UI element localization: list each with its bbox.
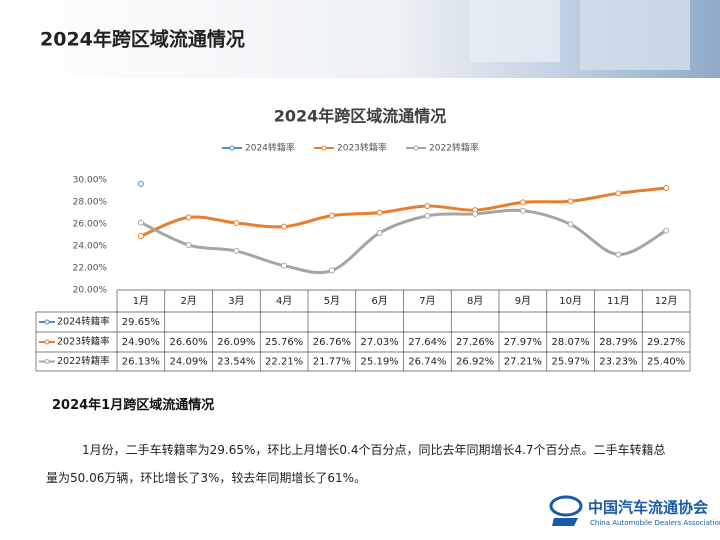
header-cube	[470, 0, 560, 62]
table-value: 24.09%	[170, 357, 208, 368]
legend-label: 2023转籍率	[337, 142, 387, 154]
point-marker	[233, 220, 240, 227]
point-marker	[424, 202, 431, 209]
x-tick-label: 5月	[324, 295, 340, 307]
x-tick-label: 9月	[515, 295, 531, 307]
point-marker	[519, 199, 526, 206]
table-value: 26.09%	[217, 337, 255, 348]
table-value: 26.60%	[170, 337, 208, 348]
x-tick-label: 1月	[133, 295, 149, 307]
table-value: 21.77%	[313, 357, 351, 368]
header-cube	[580, 0, 690, 70]
y-tick-label: 20.00%	[73, 286, 108, 296]
logo-subtitle: China Automobile Dealers Association	[590, 519, 720, 527]
point-marker	[185, 242, 192, 249]
y-tick-label: 24.00%	[73, 242, 108, 252]
table-value: 27.03%	[361, 337, 399, 348]
y-tick-label: 26.00%	[73, 220, 108, 230]
legend-label: 2024转籍率	[245, 142, 295, 154]
x-tick-label: 3月	[228, 295, 244, 307]
point-marker	[663, 185, 670, 192]
x-tick-label: 10月	[559, 295, 582, 307]
point-marker	[328, 267, 335, 274]
x-tick-label: 12月	[655, 295, 678, 307]
paragraph: 1月份，二手车转籍率为29.65%，环比上月增长0.4个百分点，同比去年同期增长…	[46, 443, 666, 485]
point-marker	[281, 262, 288, 269]
table-row-label: 2022转籍率	[57, 355, 110, 367]
legend-marker	[413, 145, 419, 151]
logo-icon	[549, 495, 583, 526]
point-marker	[137, 180, 144, 187]
table-value: 25.76%	[265, 337, 303, 348]
point-marker	[233, 248, 240, 255]
y-tick-label: 30.00%	[73, 176, 108, 186]
logo-name: 中国汽车流通协会	[588, 499, 708, 517]
table-value: 27.21%	[504, 357, 542, 368]
point-marker	[185, 214, 192, 221]
table-row-label: 2023转籍率	[57, 336, 110, 348]
table-value: 26.92%	[456, 357, 494, 368]
table-value: 25.19%	[361, 357, 399, 368]
point-marker	[472, 210, 479, 217]
table-legend-marker	[44, 339, 50, 345]
point-marker	[615, 190, 622, 197]
x-tick-label: 6月	[371, 295, 387, 307]
point-marker	[376, 209, 383, 216]
point-marker	[376, 229, 383, 236]
x-tick-label: 7月	[419, 295, 435, 307]
point-marker	[663, 227, 670, 234]
table-value: 26.74%	[408, 357, 446, 368]
table-value: 27.97%	[504, 337, 542, 348]
chart-title: 2024年跨区域流通情况	[274, 107, 447, 126]
table-legend-marker	[44, 319, 50, 325]
header-title: 2024年跨区域流通情况	[40, 28, 245, 51]
table-value: 25.40%	[647, 357, 685, 368]
table-value: 25.97%	[552, 357, 590, 368]
table-value: 24.90%	[122, 337, 160, 348]
table-value: 28.07%	[552, 337, 590, 348]
table-value: 29.27%	[647, 337, 685, 348]
point-marker	[137, 233, 144, 240]
point-marker	[615, 251, 622, 258]
x-tick-label: 8月	[467, 295, 483, 307]
table-value: 22.21%	[265, 357, 303, 368]
legend-marker	[229, 145, 235, 151]
table-value: 28.79%	[599, 337, 637, 348]
table-legend-marker	[44, 359, 50, 364]
point-marker	[567, 221, 574, 228]
y-tick-label: 28.00%	[73, 198, 108, 208]
table-value: 26.13%	[122, 357, 160, 368]
table-value: 26.76%	[313, 337, 351, 348]
point-marker	[567, 198, 574, 205]
x-tick-label: 4月	[276, 295, 292, 307]
legend-marker	[321, 145, 327, 151]
series-line	[139, 186, 668, 238]
point-marker	[328, 212, 335, 219]
table-value: 27.26%	[456, 337, 494, 348]
table-value: 23.54%	[217, 357, 255, 368]
table-value: 23.23%	[599, 357, 637, 368]
legend-label: 2022转籍率	[429, 142, 479, 154]
x-tick-label: 2月	[180, 295, 196, 307]
point-marker	[519, 207, 526, 214]
section-title: 2024年1月跨区域流通情况	[52, 398, 215, 413]
x-tick-label: 11月	[607, 295, 630, 307]
table-value: 27.64%	[408, 337, 446, 348]
series-line	[139, 208, 668, 275]
y-tick-label: 22.00%	[73, 264, 108, 274]
table-row-label: 2024转籍率	[57, 316, 110, 328]
point-marker	[281, 223, 288, 230]
table-value: 29.65%	[122, 317, 160, 328]
chart: 20.00% 22.00% 24.00% 26.00% 28.00% 30.00% 2024…	[35, 142, 691, 372]
point-marker	[424, 212, 431, 219]
point-marker	[137, 219, 144, 226]
